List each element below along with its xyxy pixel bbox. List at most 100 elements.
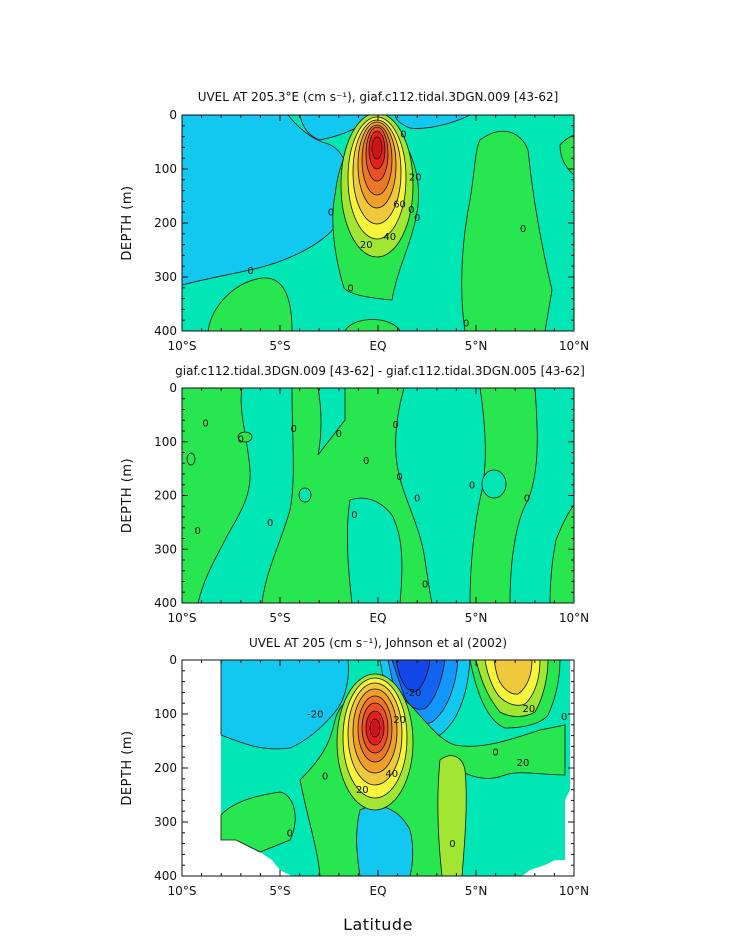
- x-tick-label: 10°S: [168, 339, 197, 353]
- y-tick-label: 100: [154, 707, 177, 721]
- panel-3-title: UVEL AT 205 (cm s⁻¹), Johnson et al (200…: [249, 636, 507, 650]
- panel-2: giaf.c112.tidal.3DGN.009 [43-62] - giaf.…: [120, 364, 589, 625]
- y-axis-label: DEPTH (m): [120, 458, 135, 533]
- contour-label: 0: [291, 424, 297, 435]
- x-tick-label: 10°S: [168, 611, 197, 625]
- contour-label: 0: [322, 772, 328, 783]
- contour-label: 0: [336, 429, 342, 440]
- panel-1-region-positive-bottom-left: [207, 277, 293, 331]
- y-tick-label: 400: [154, 869, 177, 883]
- y-tick-label: 400: [154, 324, 177, 338]
- contour-label: 0: [351, 510, 357, 521]
- y-tick-label: 100: [154, 435, 177, 449]
- contour-label: 0: [347, 283, 353, 294]
- panel-2-region-positive-left: [182, 388, 251, 603]
- panel-2-contour-labels: 0 0 0 0 0 0 0 0 0 0 0 0 0 0: [194, 418, 530, 590]
- panel-3: UVEL AT 205 (cm s⁻¹), Johnson et al (200…: [120, 636, 589, 898]
- x-tick-label: 5°N: [465, 339, 488, 353]
- contour-label: 0: [247, 266, 253, 277]
- contour-label: 40: [385, 769, 398, 780]
- contour-label: 20: [393, 715, 406, 726]
- contour-label: 20: [356, 785, 369, 796]
- panel-2-title: giaf.c112.tidal.3DGN.009 [43-62] - giaf.…: [175, 364, 585, 378]
- panel-1: UVEL AT 205.3°E (cm s⁻¹), giaf.c112.tida…: [120, 90, 589, 353]
- contour-label: 0: [414, 213, 420, 224]
- contour-label: 20: [517, 758, 530, 769]
- panel-2-axes: 10°S 5°S EQ 5°N 10°N 0 100 200 300 400 DEPTH (m): [120, 381, 589, 625]
- panel-2-blob-3: [481, 469, 507, 499]
- contour-label: 0: [400, 129, 406, 140]
- panel-3-region-deep-westward: [356, 805, 414, 876]
- panel-2-region-positive-right-tongue: [469, 388, 538, 603]
- contour-label: 0: [520, 224, 526, 235]
- y-tick-label: 0: [169, 653, 177, 667]
- contour-label: -20: [307, 710, 323, 721]
- contour-label: 20: [523, 704, 536, 715]
- contour-label: 0: [396, 472, 402, 483]
- y-tick-label: 200: [154, 761, 177, 775]
- contour-label: 0: [414, 494, 420, 505]
- x-tick-label: 5°N: [465, 884, 488, 898]
- y-axis-label: DEPTH (m): [120, 730, 135, 805]
- y-tick-label: 0: [169, 381, 177, 395]
- x-tick-label: EQ: [369, 884, 386, 898]
- contour-label: 0: [287, 828, 293, 839]
- panel-1-region-negative-top-right: [394, 115, 471, 129]
- panel-3-region-eastward-left: [220, 791, 296, 853]
- panel-3-region-eastward-right-peach: [493, 660, 533, 695]
- y-tick-label: 300: [154, 270, 177, 284]
- contour-label: 20: [360, 240, 373, 251]
- panel-1-plot: [182, 115, 574, 331]
- panel-1-title: UVEL AT 205.3°E (cm s⁻¹), giaf.c112.tida…: [198, 90, 559, 104]
- contour-label: 0: [328, 208, 334, 219]
- y-tick-label: 300: [154, 542, 177, 556]
- contour-label: 0: [392, 420, 398, 431]
- panel-2-region-positive-far-right: [549, 504, 574, 603]
- x-tick-label: 5°S: [269, 339, 290, 353]
- panel-1-region-positive-right-edge: [559, 134, 574, 176]
- x-tick-label: 5°N: [465, 611, 488, 625]
- contour-label: 0: [267, 518, 273, 529]
- contour-label: 0: [463, 318, 469, 329]
- y-tick-label: 200: [154, 489, 177, 503]
- contour-label: 0: [469, 480, 475, 491]
- y-tick-label: 0: [169, 108, 177, 122]
- panel-3-region-westward-core: [395, 660, 431, 693]
- panel-3-jet-level-80: [369, 718, 381, 738]
- x-tick-label: 10°N: [559, 611, 589, 625]
- contour-label: 0: [408, 205, 414, 216]
- contour-label: 0: [238, 435, 244, 446]
- x-tick-label: 10°S: [168, 884, 197, 898]
- contour-label: 0: [194, 526, 200, 537]
- contour-label: 0: [202, 418, 208, 429]
- x-tick-label: 10°N: [559, 884, 589, 898]
- y-tick-label: 100: [154, 162, 177, 176]
- panel-2-blob-4: [186, 452, 196, 466]
- panel-1-region-positive-right: [461, 131, 553, 331]
- panel-3-contour-labels: -20 -20 20 40 20 20 20 0 0 0 0 0: [287, 688, 568, 850]
- panel-2-region-negative-center-pocket: [346, 497, 403, 603]
- x-tick-label: EQ: [369, 611, 386, 625]
- contour-label: 0: [561, 712, 567, 723]
- x-tick-label: 10°N: [559, 339, 589, 353]
- panel-2-blob-1: [237, 431, 253, 443]
- contour-label: 40: [383, 232, 396, 243]
- y-axis-label: DEPTH (m): [120, 185, 135, 260]
- panel-3-region-lime-tongue: [437, 755, 467, 876]
- x-tick-label: EQ: [369, 339, 386, 353]
- contour-label: -20: [405, 688, 421, 699]
- panel-2-blob-2: [298, 487, 312, 503]
- contour-label: 0: [363, 456, 369, 467]
- x-tick-label: 5°S: [269, 884, 290, 898]
- contour-label: 0: [492, 747, 498, 758]
- contour-label: 0: [449, 839, 455, 850]
- y-tick-label: 300: [154, 815, 177, 829]
- contour-label: 20: [409, 173, 422, 184]
- x-axis-label: Latitude: [343, 915, 413, 934]
- x-tick-label: 5°S: [269, 611, 290, 625]
- panel-1-jet-level-80: [371, 136, 383, 160]
